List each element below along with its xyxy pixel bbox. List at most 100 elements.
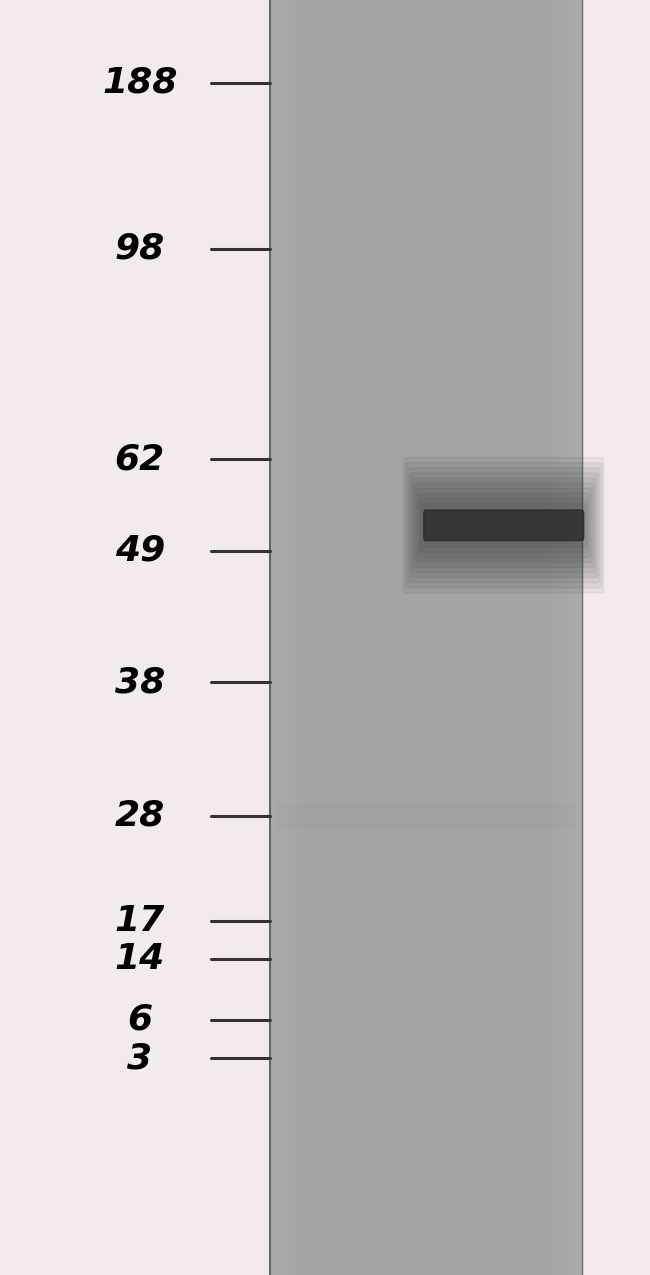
Bar [314,0,317,1275]
Bar [376,0,379,1275]
Bar [379,0,382,1275]
Bar [293,0,296,1275]
Bar [395,0,397,1275]
Bar [499,0,501,1275]
Bar [439,0,441,1275]
Bar [470,0,473,1275]
Bar [285,0,288,1275]
Bar [382,0,384,1275]
Bar [298,0,301,1275]
Bar [335,0,337,1275]
FancyBboxPatch shape [410,473,598,578]
Bar [551,0,553,1275]
Bar [460,0,462,1275]
Text: 38: 38 [114,666,165,699]
Bar [413,0,415,1275]
Bar [457,0,460,1275]
FancyBboxPatch shape [404,458,604,593]
Bar [343,0,345,1275]
Bar [400,0,402,1275]
Bar [402,0,405,1275]
Bar [332,0,335,1275]
Bar [558,0,561,1275]
Bar [571,0,574,1275]
Bar [301,0,304,1275]
FancyBboxPatch shape [424,510,584,541]
Bar [350,0,353,1275]
Bar [356,0,358,1275]
Bar [462,0,465,1275]
FancyBboxPatch shape [415,488,592,562]
Bar [426,0,428,1275]
Bar [283,0,285,1275]
Bar [363,0,366,1275]
Bar [493,0,496,1275]
Bar [475,0,478,1275]
Text: 98: 98 [114,232,165,265]
Text: 17: 17 [114,904,165,937]
Bar [491,0,493,1275]
Bar [324,0,327,1275]
Bar [535,0,538,1275]
Bar [387,0,389,1275]
Bar [577,0,579,1275]
Bar [272,0,275,1275]
Bar [434,0,436,1275]
Text: 188: 188 [102,66,177,99]
Bar [522,0,525,1275]
Bar [486,0,488,1275]
Bar [561,0,564,1275]
Bar [519,0,522,1275]
Bar [278,0,280,1275]
Bar [319,0,322,1275]
Bar [358,0,361,1275]
Bar [527,0,530,1275]
Bar [501,0,504,1275]
Bar [327,0,330,1275]
Bar [348,0,350,1275]
Bar [397,0,400,1275]
Bar [441,0,444,1275]
Bar [369,0,371,1275]
Bar [304,0,306,1275]
Bar [410,0,413,1275]
FancyBboxPatch shape [419,499,588,552]
Bar [454,0,457,1275]
Bar [371,0,374,1275]
Bar [366,0,369,1275]
Bar [514,0,517,1275]
Bar [415,0,418,1275]
Bar [392,0,395,1275]
Bar [389,0,392,1275]
Bar [538,0,540,1275]
FancyBboxPatch shape [421,504,586,547]
Bar [275,0,278,1275]
Bar [579,0,582,1275]
Bar [306,0,309,1275]
Bar [465,0,467,1275]
Text: 28: 28 [114,799,165,833]
Bar [280,0,283,1275]
FancyBboxPatch shape [408,468,600,583]
Bar [296,0,298,1275]
FancyBboxPatch shape [411,478,596,572]
Bar [436,0,439,1275]
Bar [488,0,491,1275]
Bar [322,0,324,1275]
Bar [564,0,566,1275]
FancyBboxPatch shape [406,463,602,588]
Bar [506,0,509,1275]
FancyBboxPatch shape [413,483,594,567]
Bar [517,0,519,1275]
Bar [418,0,421,1275]
Bar [504,0,506,1275]
Bar [532,0,535,1275]
Bar [525,0,527,1275]
Bar [384,0,387,1275]
Text: 62: 62 [114,442,165,476]
Bar [317,0,319,1275]
Bar [496,0,499,1275]
Text: 49: 49 [114,534,165,567]
Bar [361,0,363,1275]
Bar [543,0,545,1275]
